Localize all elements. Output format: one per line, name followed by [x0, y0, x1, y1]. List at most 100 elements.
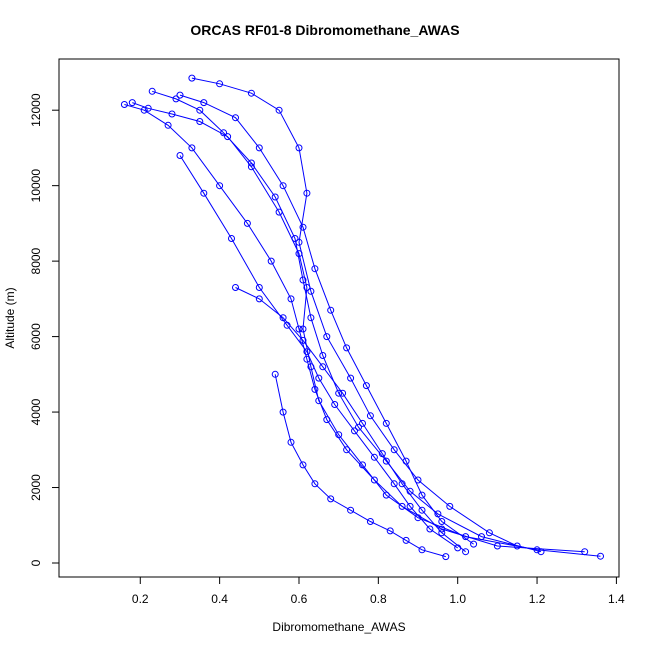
data-point — [339, 389, 347, 397]
data-point — [216, 80, 224, 88]
data-point — [224, 133, 232, 141]
data-point — [402, 457, 410, 465]
data-point — [196, 106, 204, 114]
data-point — [303, 348, 311, 356]
data-point — [255, 144, 263, 152]
data-point — [370, 476, 378, 484]
data-point — [247, 159, 255, 167]
data-point — [359, 419, 366, 427]
data-point — [295, 325, 303, 333]
data-point — [362, 382, 370, 390]
series-rf08 — [271, 370, 450, 561]
data-point — [164, 121, 172, 129]
data-point — [406, 502, 414, 510]
plot-frame — [58, 58, 620, 578]
data-point — [168, 110, 176, 118]
data-point — [382, 491, 390, 499]
data-point — [327, 495, 335, 503]
data-point — [299, 223, 307, 231]
data-point — [446, 502, 454, 510]
data-point — [402, 536, 410, 544]
y-tick-label: 6000 — [29, 323, 43, 350]
data-point — [311, 385, 319, 393]
data-point — [351, 427, 358, 435]
data-point — [279, 408, 287, 416]
series-rf05 — [176, 91, 478, 548]
data-point — [255, 284, 263, 291]
series-rf06 — [176, 152, 462, 552]
data-point — [418, 491, 426, 499]
data-point — [279, 182, 287, 190]
data-point — [299, 325, 307, 333]
data-point — [359, 461, 366, 469]
series-rf02 — [120, 101, 589, 556]
x-axis-label: Dibromomethane_AWAS — [272, 620, 405, 634]
series-layer — [120, 74, 604, 561]
data-point — [315, 374, 323, 382]
data-point — [470, 540, 478, 548]
data-point — [382, 419, 390, 427]
data-point — [382, 457, 390, 465]
data-point — [307, 314, 315, 322]
x-tick-label: 0.6 — [291, 592, 308, 606]
data-point — [232, 284, 239, 291]
data-point — [295, 238, 303, 246]
data-point — [148, 87, 156, 95]
series-rf03 — [148, 87, 545, 556]
data-point — [140, 106, 148, 114]
y-axis: 0 2000 4000 6000 8000 10000 12000 — [29, 93, 59, 566]
data-point — [287, 438, 295, 446]
data-point — [366, 518, 374, 525]
data-point — [398, 480, 406, 488]
data-point — [271, 370, 279, 378]
data-point — [188, 74, 196, 82]
data-point — [176, 91, 184, 99]
data-point — [228, 235, 235, 242]
series-rf01 — [128, 99, 604, 560]
data-point — [255, 295, 263, 303]
x-tick-label: 1.4 — [608, 592, 625, 606]
data-point — [188, 144, 196, 152]
y-tick-label: 2000 — [29, 474, 43, 501]
data-point — [271, 193, 279, 201]
y-tick-label: 4000 — [29, 398, 43, 425]
data-point — [347, 374, 355, 382]
data-point — [390, 446, 398, 454]
series-line — [152, 90, 542, 553]
x-tick-label: 0.8 — [370, 592, 387, 606]
data-point — [291, 235, 299, 242]
data-point — [144, 104, 152, 112]
series-line — [124, 104, 585, 553]
data-point — [311, 265, 319, 273]
data-point — [493, 542, 501, 550]
data-point — [232, 114, 239, 122]
data-point — [386, 527, 394, 535]
data-point — [513, 542, 521, 550]
data-point — [438, 529, 446, 537]
data-point — [120, 101, 128, 108]
data-point — [426, 525, 434, 533]
data-point — [216, 182, 224, 190]
data-point — [299, 276, 307, 284]
x-tick-label: 1.0 — [449, 592, 466, 606]
data-point — [196, 118, 204, 125]
data-point — [311, 480, 319, 488]
series-rf07 — [232, 284, 470, 556]
data-point — [176, 152, 184, 159]
data-point — [295, 144, 303, 152]
data-point — [398, 502, 406, 510]
data-point — [267, 257, 275, 265]
data-point — [279, 314, 287, 322]
data-point — [200, 189, 208, 197]
data-point — [485, 529, 493, 537]
data-point — [299, 461, 307, 469]
data-point — [307, 287, 315, 295]
series-line — [191, 77, 518, 547]
data-point — [378, 450, 386, 458]
data-point — [581, 548, 589, 556]
data-point — [462, 548, 470, 556]
data-point — [438, 518, 446, 525]
data-point — [343, 446, 351, 454]
data-point — [247, 89, 255, 97]
data-point — [303, 189, 311, 197]
